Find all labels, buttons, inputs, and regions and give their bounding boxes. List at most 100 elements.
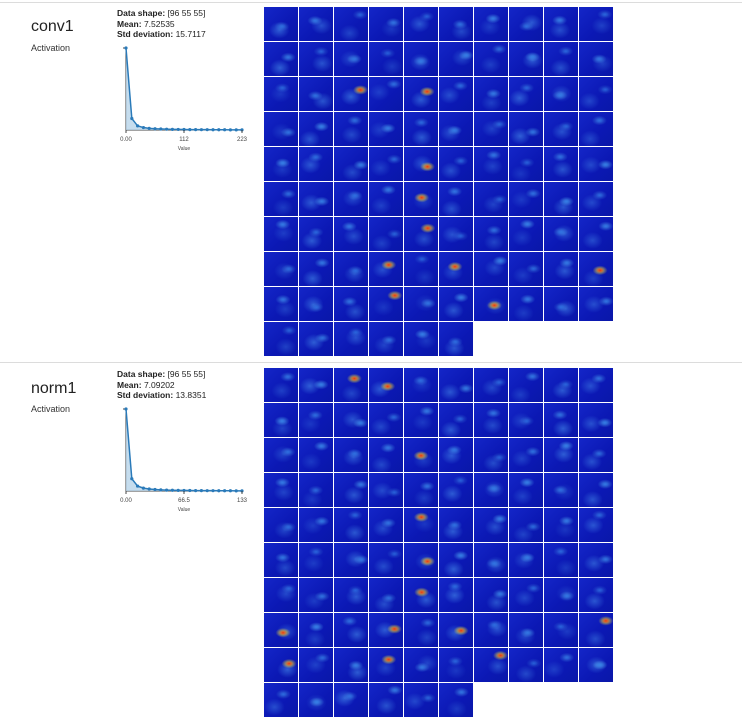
feature-map-cell (544, 508, 578, 542)
feature-map-cell (264, 182, 298, 216)
feature-map-cell (404, 112, 438, 146)
feature-map-cell (264, 7, 298, 41)
feature-map-cell (404, 508, 438, 542)
feature-map-cell (264, 322, 298, 356)
feature-map-cell (369, 648, 403, 682)
feature-map-cell (299, 217, 333, 251)
feature-map-cell (474, 112, 508, 146)
feature-map-cell (404, 683, 438, 717)
feature-map-cell (264, 42, 298, 76)
histogram-point (176, 127, 180, 132)
feature-map-cell (439, 613, 473, 647)
mean-value: 7.09202 (143, 379, 175, 390)
histogram-point (223, 128, 227, 132)
feature-map-cell (544, 648, 578, 682)
feature-map-cell (334, 683, 368, 717)
feature-map-cell (334, 368, 368, 402)
histogram-point (153, 487, 157, 492)
feature-map-cell (439, 42, 473, 76)
feature-map-cell (544, 77, 578, 111)
feature-map-cell (474, 42, 508, 76)
feature-map-cell (509, 473, 543, 507)
feature-map-cell (509, 7, 543, 41)
feature-map-cell (369, 403, 403, 437)
feature-map-cell (264, 403, 298, 437)
feature-map-cell (474, 438, 508, 472)
feature-map-cell (299, 508, 333, 542)
histogram-point (165, 488, 169, 492)
histogram-point (130, 477, 134, 481)
feature-map-cell (439, 322, 473, 356)
feature-map-cell (334, 438, 368, 472)
feature-map-cell (579, 147, 613, 181)
feature-map-cell (439, 438, 473, 472)
feature-map-cell (264, 147, 298, 181)
feature-map-cell (334, 613, 368, 647)
feature-map-cell (299, 473, 333, 507)
feature-map-cell (509, 648, 543, 682)
feature-map-cell (299, 648, 333, 682)
feature-map-cell (334, 217, 368, 251)
feature-map-cell (509, 112, 543, 146)
feature-map-cell (544, 578, 578, 612)
histogram-point (205, 128, 209, 132)
histogram-point (130, 116, 134, 121)
histogram-point (217, 489, 221, 493)
feature-map-cell (369, 7, 403, 41)
feature-map-cell (474, 648, 508, 682)
histogram-point (240, 489, 244, 493)
histogram-point (176, 488, 180, 492)
histogram-line (125, 47, 242, 131)
feature-map-cell (369, 683, 403, 717)
feature-map-cell (579, 403, 613, 437)
feature-map-cell (369, 438, 403, 472)
feature-map-cell (439, 368, 473, 402)
feature-map-cell (334, 648, 368, 682)
feature-map-cell (369, 508, 403, 542)
data-shape-label: Data shape: (117, 369, 166, 379)
feature-map-cell (299, 147, 333, 181)
std-label: Std deviation: (117, 29, 174, 39)
feature-map-cell (509, 403, 543, 437)
feature-map-cell (544, 438, 578, 472)
feature-map-cell (299, 683, 333, 717)
feature-map-cell (509, 42, 543, 76)
histogram-point (223, 489, 227, 493)
feature-map-cell (474, 77, 508, 111)
feature-map-cell (369, 182, 403, 216)
feature-map-cell (579, 252, 613, 286)
feature-map-cell (334, 7, 368, 41)
histogram-point (136, 124, 140, 128)
data-shape-value: [96 55 55] (167, 369, 206, 379)
histogram-point (165, 127, 169, 131)
feature-map-cell (334, 77, 368, 111)
histogram-point (234, 128, 238, 132)
feature-map-cell (544, 368, 578, 402)
histogram-point (228, 128, 232, 132)
feature-map-cell (404, 287, 438, 321)
x-tick-label: 0.00 (120, 498, 132, 504)
activation-grid (264, 368, 614, 717)
feature-map-cell (264, 473, 298, 507)
feature-map-cell (369, 322, 403, 356)
feature-map-cell (334, 112, 368, 146)
feature-map-cell (264, 613, 298, 647)
feature-map-cell (474, 7, 508, 41)
feature-map-cell (404, 252, 438, 286)
feature-map-cell (404, 473, 438, 507)
feature-map-cell (299, 438, 333, 472)
feature-map-cell (299, 112, 333, 146)
feature-map-cell (509, 217, 543, 251)
feature-map-cell (334, 473, 368, 507)
histogram-point (182, 488, 186, 493)
layer-divider (0, 362, 742, 363)
mean-label: Mean: (117, 379, 142, 390)
x-axis-label: Value (178, 507, 191, 513)
feature-map-cell (579, 287, 613, 321)
feature-map-cell (369, 368, 403, 402)
feature-map-cell (579, 648, 613, 682)
feature-map-cell (299, 403, 333, 437)
feature-map-cell (579, 7, 613, 41)
feature-map-cell (334, 322, 368, 356)
feature-map-cell (369, 42, 403, 76)
